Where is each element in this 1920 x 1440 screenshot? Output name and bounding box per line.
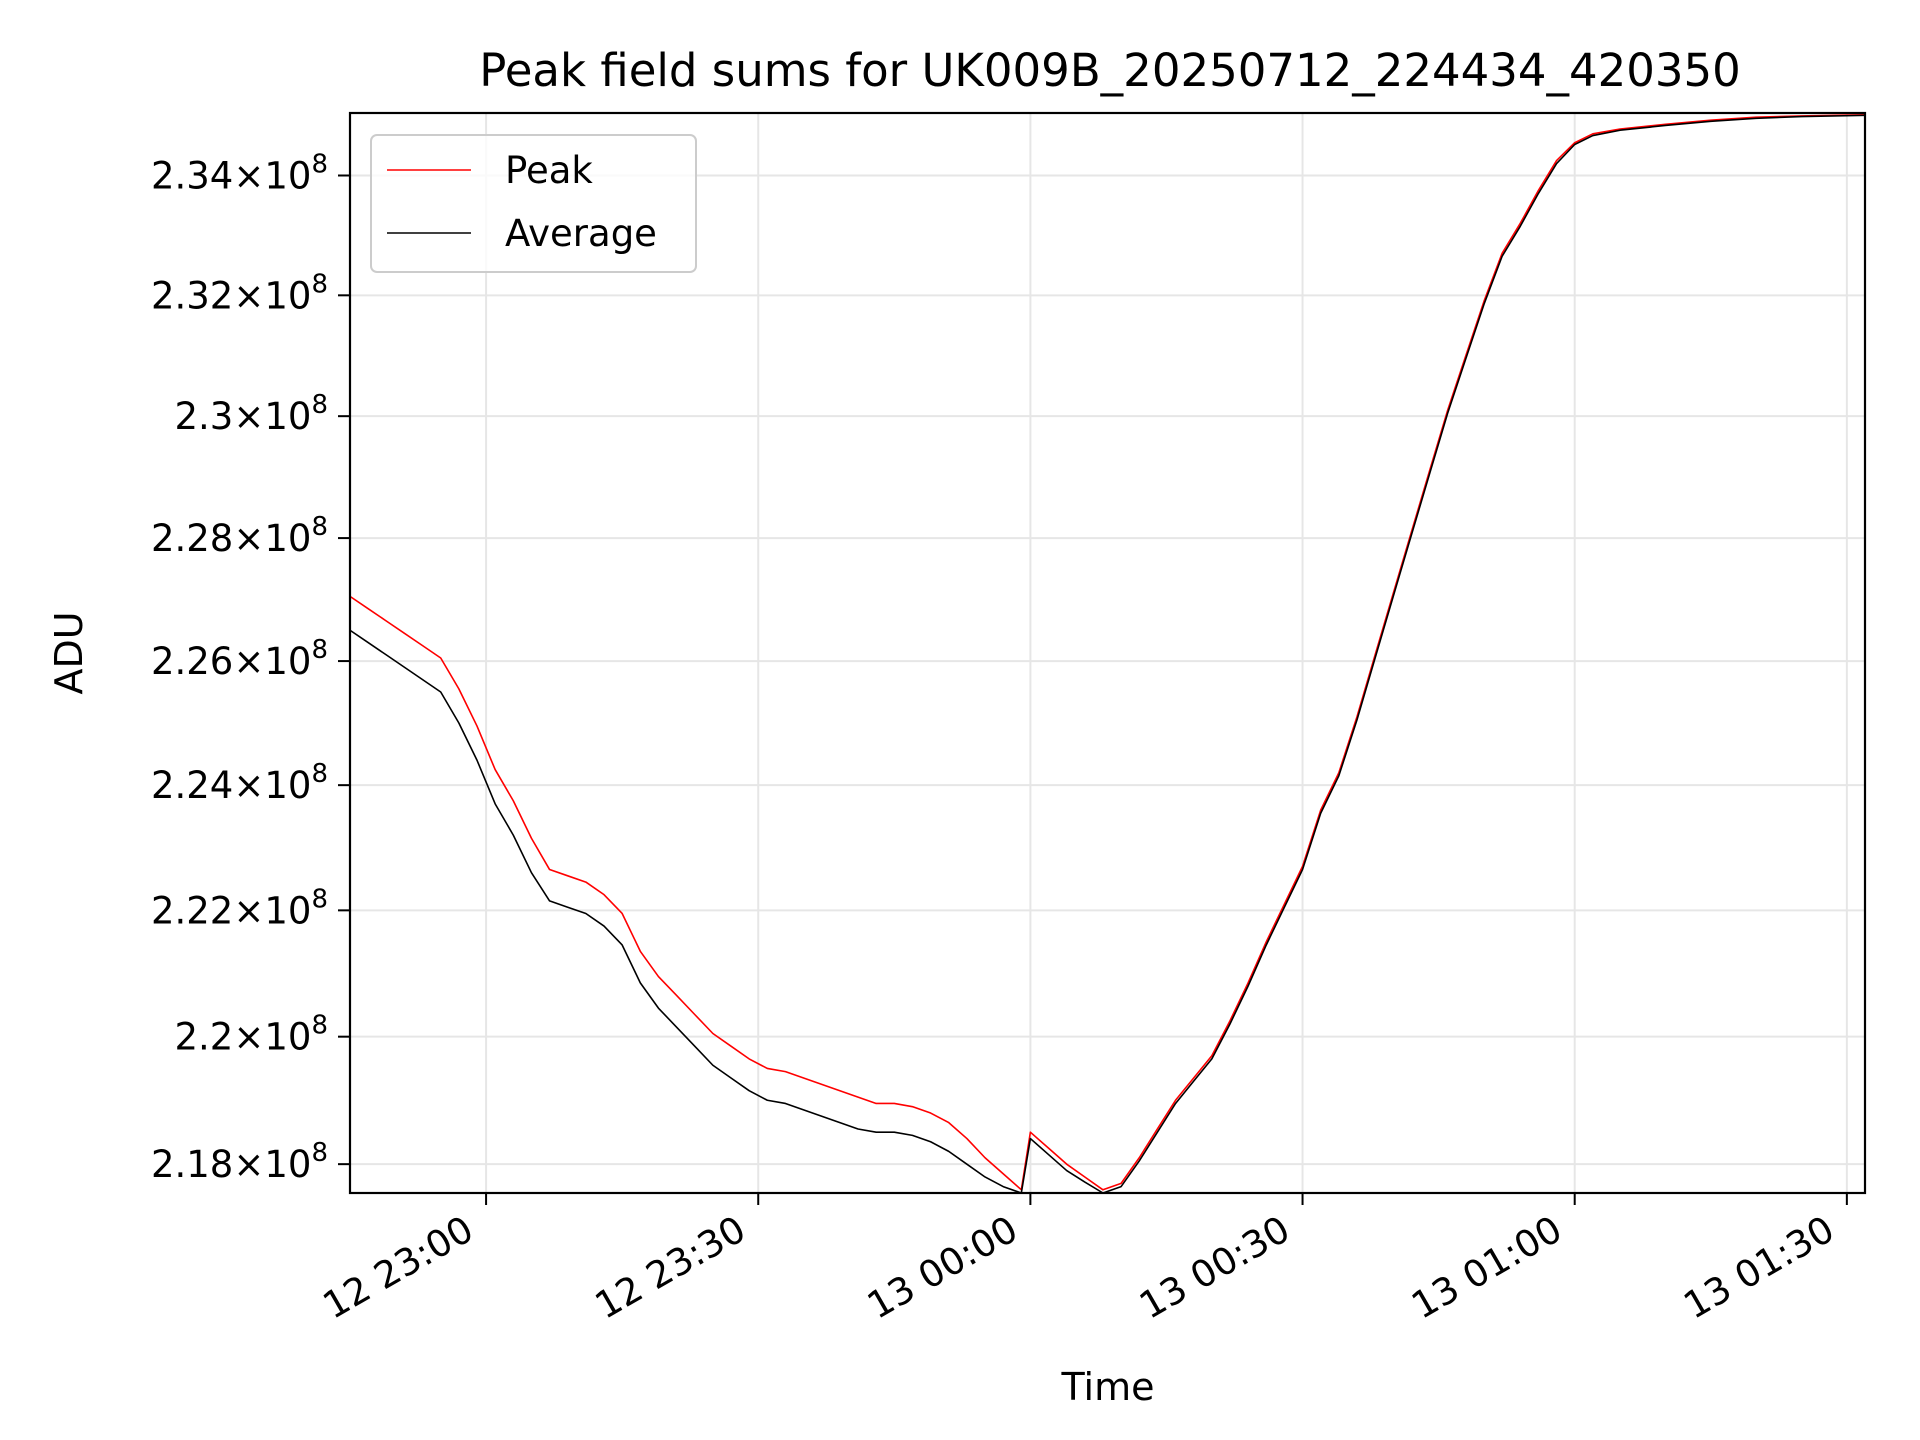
legend-label-average: Average: [505, 212, 657, 255]
series-lines: [349, 113, 1866, 1194]
y-tick-label: 2.3×108: [175, 390, 329, 438]
y-tick-label: 2.34×108: [151, 149, 328, 197]
chart-title: Peak field sums for UK009B_20250712_2244…: [479, 44, 1741, 97]
plot-area-frame: [348, 111, 1867, 1195]
x-axis-label: Time: [1061, 1365, 1155, 1409]
y-tick-label: 2.22×108: [151, 884, 328, 932]
grid-lines: [350, 113, 1865, 1193]
y-tick-label: 2.24×108: [151, 759, 328, 807]
legend: Peak Average: [370, 134, 697, 273]
legend-label-peak: Peak: [505, 149, 593, 192]
y-tick-label: 2.2×108: [175, 1011, 329, 1059]
y-tick-label: 2.32×108: [151, 269, 328, 317]
y-tick-label: 2.28×108: [151, 512, 328, 560]
y-tick-label: 2.18×108: [151, 1138, 328, 1186]
y-axis: 2.18×108 2.2×108 2.22×108 2.24×108 2.26×108 2…: [151, 149, 350, 1186]
y-axis-label: ADU: [47, 611, 91, 694]
y-tick-label: 2.26×108: [151, 635, 328, 683]
series-line-average: [349, 114, 1866, 1194]
